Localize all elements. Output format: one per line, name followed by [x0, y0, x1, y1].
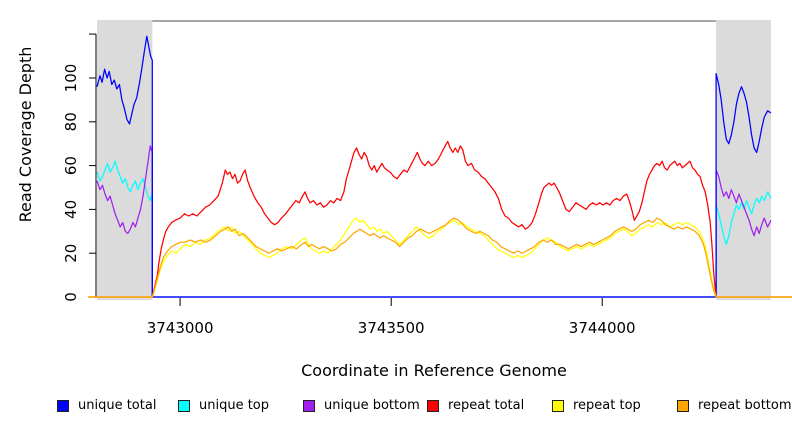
- x-tick-label: 3743000: [147, 319, 214, 337]
- y-tick-label: 60: [62, 156, 80, 175]
- plot-canvas: 0 20 40 60 80 100 3743000 3743500 3744000: [62, 20, 792, 337]
- series-line-unique-bottom: [96, 145, 772, 298]
- legend-label: repeat bottom: [698, 398, 792, 413]
- masked-region-left: [97, 20, 153, 300]
- legend-label: repeat top: [573, 398, 641, 413]
- x-tick-label: 3743500: [358, 319, 425, 337]
- legend-label: repeat total: [448, 398, 525, 413]
- series-line-unique-total: [96, 35, 772, 298]
- legend-swatch-repeat-total: [427, 399, 439, 412]
- legend-item-unique-bottom: unique bottom: [303, 398, 420, 413]
- legend-label: unique total: [78, 398, 157, 413]
- legend-label: unique bottom: [324, 398, 420, 413]
- y-tick-label: 20: [62, 244, 80, 263]
- legend: unique total unique top unique bottom repea…: [0, 398, 792, 420]
- y-tick-label: 40: [62, 200, 80, 219]
- series-line-unique-top: [96, 160, 772, 298]
- legend-swatch-unique-total: [57, 399, 69, 412]
- x-axis-title: Coordinate in Reference Genome: [301, 361, 567, 380]
- series-line-repeat-bottom: [88, 217, 792, 298]
- legend-label: unique top: [199, 398, 270, 413]
- legend-swatch-repeat-top: [552, 399, 564, 412]
- legend-swatch-unique-bottom: [303, 399, 315, 412]
- y-tick-label: 0: [62, 292, 80, 302]
- masked-region-right: [716, 20, 771, 300]
- y-tick-label: 80: [62, 112, 80, 131]
- series-line-repeat-total: [88, 140, 792, 298]
- legend-item-repeat-top: repeat top: [552, 398, 641, 413]
- legend-item-repeat-total: repeat total: [427, 398, 524, 413]
- legend-swatch-repeat-bottom: [677, 399, 689, 412]
- series-line-repeat-top: [88, 217, 792, 298]
- x-tick-label: 3744000: [569, 319, 636, 337]
- legend-item-repeat-bottom: repeat bottom: [677, 398, 792, 413]
- y-axis-title: Read Coverage Depth: [16, 46, 35, 223]
- y-tick-label: 100: [62, 64, 80, 93]
- legend-item-unique-total: unique total: [57, 398, 156, 413]
- legend-item-unique-top: unique top: [178, 398, 269, 413]
- legend-swatch-unique-top: [178, 399, 190, 412]
